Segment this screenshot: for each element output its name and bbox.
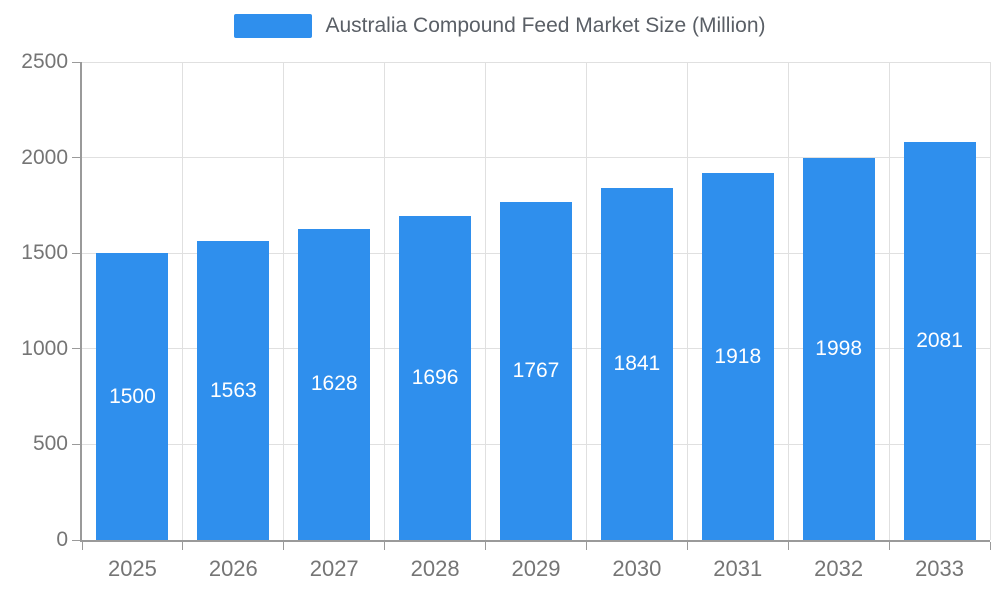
gridline-vertical — [686, 62, 688, 540]
y-axis-tick — [72, 252, 80, 254]
bar[interactable]: 1918 — [701, 173, 774, 540]
x-axis-tick-label: 2026 — [208, 556, 258, 581]
y-axis-tick — [72, 157, 80, 159]
bar-value-label: 1696 — [411, 365, 459, 389]
y-axis-tick-label: 1500 — [21, 241, 68, 265]
bar-value-label: 1628 — [310, 372, 358, 396]
bar-value-label: 1767 — [512, 359, 560, 383]
y-axis-tick-label: 500 — [32, 432, 68, 456]
bar-value-label: 1841 — [613, 352, 661, 375]
gridline-vertical — [182, 62, 184, 540]
gridline-vertical — [585, 62, 587, 540]
x-axis-tick-label: 2027 — [309, 556, 359, 581]
legend-label: Australia Compound Feed Market Size (Mil… — [325, 14, 766, 37]
gridline-vertical — [888, 62, 890, 540]
y-axis-tick — [72, 539, 80, 541]
gridline-vertical — [384, 62, 386, 540]
x-axis-tick — [384, 542, 386, 550]
legend-swatch — [234, 14, 313, 38]
x-axis-tick — [888, 542, 890, 550]
bar-value-label: 2081 — [916, 329, 963, 353]
x-axis-tick-label: 2032 — [814, 556, 864, 581]
x-axis-tick-label: 2028 — [410, 556, 460, 581]
gridline-vertical — [283, 62, 285, 540]
y-axis-tick-label: 2500 — [21, 50, 68, 73]
y-axis-tick — [72, 443, 80, 445]
bar[interactable]: 1500 — [96, 253, 169, 540]
chart-legend[interactable]: Australia Compound Feed Market Size (Mil… — [0, 14, 1000, 38]
bar[interactable]: 1767 — [500, 202, 572, 540]
y-axis-tick-label: 2000 — [21, 145, 68, 169]
bar-value-label: 1500 — [109, 384, 156, 408]
bar[interactable]: 1841 — [600, 188, 673, 540]
x-axis-tick — [585, 542, 587, 550]
x-axis-tick-label: 2030 — [612, 556, 662, 581]
bar[interactable]: 1998 — [802, 157, 875, 540]
bar-value-label: 1998 — [815, 336, 863, 360]
x-axis-tick — [787, 542, 789, 550]
bar[interactable]: 1563 — [197, 241, 270, 540]
bar[interactable]: 1696 — [399, 215, 472, 540]
bar[interactable]: 1628 — [298, 228, 371, 540]
gridline-horizontal — [82, 61, 990, 63]
gridline-vertical — [989, 62, 991, 540]
y-axis-tick — [72, 61, 80, 63]
x-axis-tick — [182, 542, 184, 550]
plot-area: 0 500 1000 1500 2000 2500 1500 1563 1628 1696 176… — [21, 50, 991, 581]
bar-value-label: 1918 — [714, 344, 762, 368]
gridline-vertical — [787, 62, 789, 540]
x-axis-tick — [686, 542, 688, 550]
y-axis-tick — [72, 348, 80, 350]
x-axis-tick — [283, 542, 285, 550]
x-axis-tick — [485, 542, 487, 550]
bar[interactable]: 2081 — [903, 142, 976, 540]
y-axis-tick-label: 1000 — [21, 336, 68, 360]
x-axis-tick — [81, 542, 83, 550]
x-axis-tick — [989, 542, 991, 550]
x-axis-tick-label: 2031 — [713, 556, 763, 581]
x-axis-tick-label: 2029 — [511, 556, 561, 581]
x-axis-tick-label: 2025 — [107, 556, 157, 581]
bar-value-label: 1563 — [209, 378, 257, 402]
y-axis-tick-label: 0 — [56, 528, 68, 551]
gridline-horizontal — [82, 157, 990, 159]
gridline-vertical — [485, 62, 487, 540]
x-axis-tick-label: 2033 — [915, 556, 965, 581]
